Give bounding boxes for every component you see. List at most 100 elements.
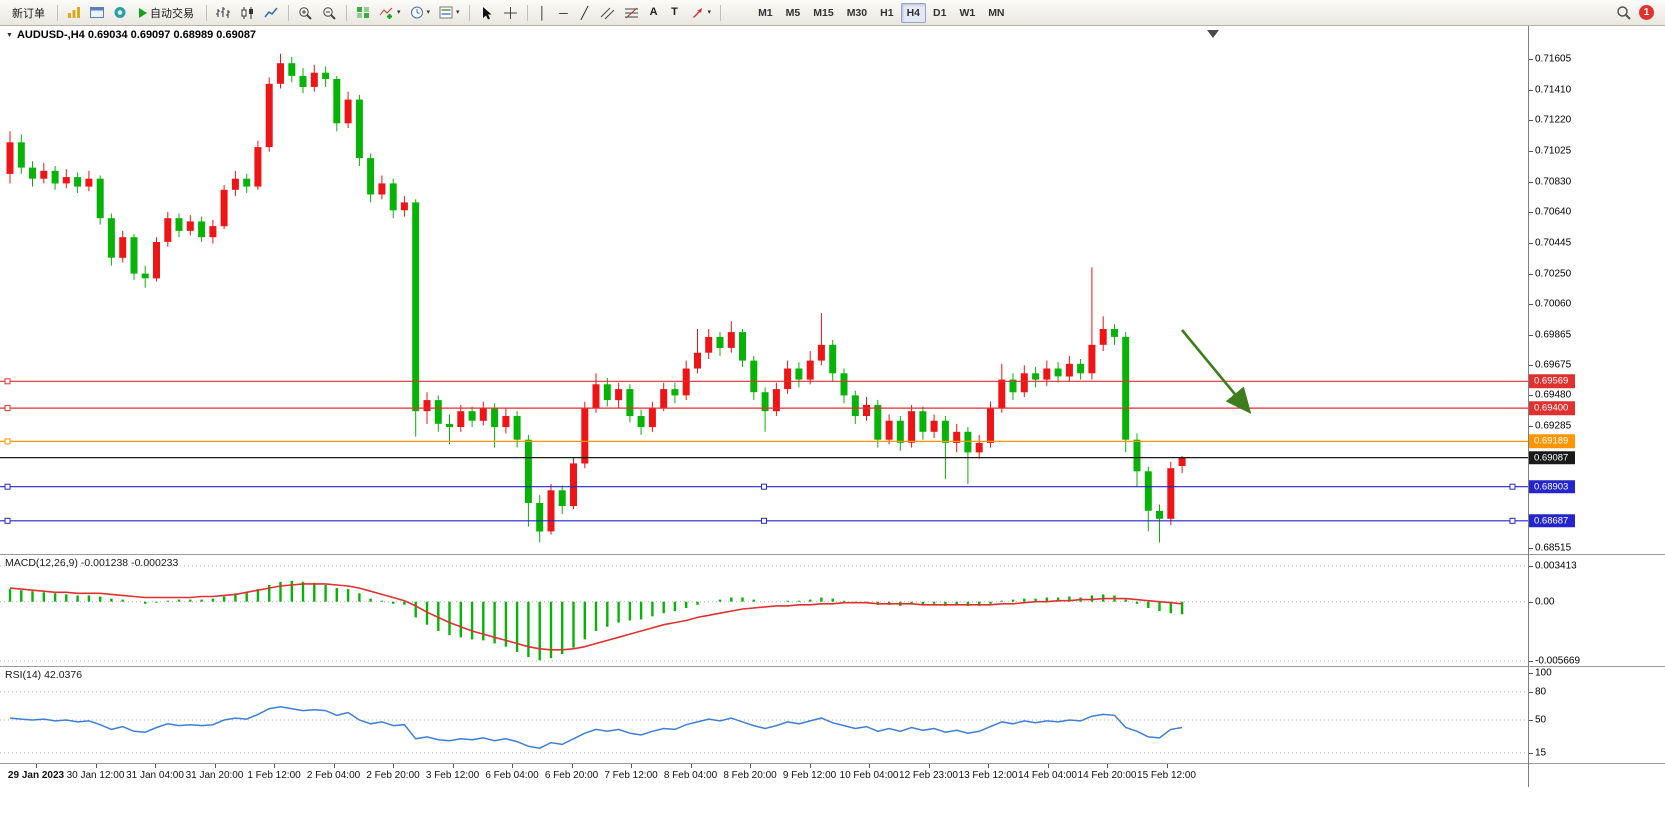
hline-handle-left[interactable] — [4, 438, 11, 445]
symbol-dropdown-icon[interactable]: ▼ — [6, 31, 13, 39]
time-axis-label: 14 Feb 04:00 — [1018, 770, 1077, 781]
chart-window: ▼ AUDUSD-,H4 0.69034 0.69097 0.68989 0.6… — [0, 26, 1665, 838]
price-axis-label: 0.71410 — [1535, 84, 1572, 96]
time-axis-tick — [571, 764, 573, 768]
cursor-icon[interactable] — [475, 3, 498, 23]
hline-handle-left[interactable] — [4, 517, 11, 524]
timeframe-button-h4[interactable]: H4 — [900, 2, 926, 23]
price-badge-0.68903: 0.68903 — [1529, 479, 1575, 494]
main-chart-pane[interactable]: ▼ AUDUSD-,H4 0.69034 0.69097 0.68989 0.6… — [0, 26, 1665, 554]
charts-grid-icon[interactable] — [63, 3, 85, 23]
time-axis-tick — [274, 764, 275, 768]
candlestick-chart[interactable] — [0, 26, 1528, 554]
time-axis-label: 12 Feb 23:00 — [899, 770, 958, 781]
fibonacci-tool-icon[interactable] — [620, 3, 643, 23]
timeframe-button-m30[interactable]: M30 — [846, 6, 868, 19]
price-axis-label: 0.70250 — [1535, 268, 1572, 280]
templates-icon[interactable]: ▾ — [435, 3, 464, 23]
rsi-axis-label: 80 — [1535, 686, 1547, 698]
chart-shift-marker[interactable] — [1207, 30, 1219, 38]
horizontal-line-tool-icon[interactable]: ─ — [559, 5, 568, 20]
hline-handle-left[interactable] — [4, 405, 11, 412]
time-axis-tick — [333, 764, 335, 768]
time-axis-label: 15 Feb 12:00 — [1137, 770, 1196, 781]
timeframe-button-m15[interactable]: M15 — [813, 6, 834, 19]
rsi-label: RSI(14) 42.0376 — [5, 669, 83, 681]
hline-handle-right[interactable] — [1509, 517, 1516, 524]
time-axis-label: 30 Jan 12:00 — [66, 770, 125, 781]
price-axis-tick — [1529, 303, 1533, 305]
channel-tool-icon[interactable] — [596, 3, 619, 23]
chevron-down-icon: ▾ — [456, 9, 460, 16]
time-axis-tick — [928, 764, 930, 768]
rsi-pane[interactable]: RSI(14) 42.0376 100 80 50 15 — [0, 666, 1665, 763]
time-axis[interactable]: 29 Jan 2023 30 Jan 12:00 31 Jan 04:00 31 Ja… — [0, 763, 1665, 787]
notification-badge[interactable]: 1 — [1639, 5, 1654, 20]
time-axis-label: 6 Feb 20:00 — [544, 770, 599, 781]
line-chart-icon[interactable] — [260, 3, 283, 23]
toolbar-separator — [206, 4, 207, 21]
rsi-axis-label: 100 — [1535, 667, 1552, 679]
symbol-ohlc-text: AUDUSD-,H4 0.69034 0.69097 0.68989 0.690… — [16, 29, 257, 41]
time-axis-tick — [214, 764, 216, 768]
price-axis-label: 0.70060 — [1535, 298, 1572, 310]
hline-handle-center[interactable] — [761, 517, 767, 524]
time-axis-tick — [631, 764, 632, 768]
rsi-scale: 100 80 50 15 — [1529, 667, 1665, 763]
macd-pane[interactable]: MACD(12,26,9) -0.001238 -0.000233 0.0034… — [0, 554, 1665, 667]
hline-handle-left[interactable] — [4, 378, 11, 385]
text-tool-icon[interactable]: A — [649, 6, 658, 18]
arrows-tool-icon[interactable]: ▾ — [686, 3, 716, 23]
macd-axis-label: -0.005669 — [1535, 655, 1581, 667]
toolbar-separator — [346, 4, 347, 21]
hline-handle-left[interactable] — [4, 483, 11, 490]
crosshair-icon[interactable] — [499, 3, 522, 23]
zoom-in-icon[interactable] — [294, 3, 317, 23]
macd-axis-tick — [1529, 661, 1533, 662]
time-axis-label: 2 Feb 04:00 — [306, 770, 361, 781]
hline-handle-center[interactable] — [761, 483, 767, 490]
market-watch-icon[interactable] — [86, 3, 108, 23]
trend-arrow-annotation[interactable] — [1180, 329, 1252, 415]
time-axis-tick — [1166, 764, 1168, 768]
price-axis-tick — [1529, 181, 1533, 183]
search-icon[interactable] — [1612, 3, 1636, 23]
chevron-down-icon: ▾ — [707, 9, 712, 16]
hline-handle-right[interactable] — [1509, 483, 1516, 490]
price-axis-label: 0.70640 — [1535, 206, 1572, 218]
periods-icon[interactable]: ▾ — [406, 3, 435, 23]
trendline-tool-icon[interactable]: ╱ — [580, 5, 589, 20]
timeframe-button-w1[interactable]: W1 — [959, 6, 976, 19]
timeframe-button-m5[interactable]: M5 — [785, 6, 801, 19]
chevron-down-icon: ▾ — [426, 9, 431, 16]
time-axis-label: 8 Feb 04:00 — [663, 770, 718, 781]
vertical-line-tool-icon[interactable]: │ — [538, 5, 547, 20]
rsi-chart[interactable] — [0, 667, 1528, 763]
bar-chart-icon[interactable] — [212, 3, 235, 23]
candlestick-chart-icon[interactable] — [236, 3, 259, 23]
price-axis-label: 0.71025 — [1535, 145, 1572, 157]
price-badge-0.69189: 0.69189 — [1529, 434, 1575, 449]
tile-windows-icon[interactable] — [352, 3, 374, 23]
price-axis-tick — [1529, 242, 1533, 244]
macd-signal-line — [9, 583, 1183, 651]
zoom-out-icon[interactable] — [318, 3, 341, 23]
macd-axis-tick — [1529, 601, 1533, 603]
macd-chart[interactable] — [0, 555, 1528, 666]
toolbar-separator — [468, 4, 470, 21]
price-axis-label: 0.70445 — [1535, 237, 1572, 249]
label-tool-icon[interactable]: T — [671, 6, 678, 18]
time-axis-tick — [869, 764, 870, 768]
timeframe-button-d1[interactable]: D1 — [933, 6, 947, 19]
timeframe-button-h1[interactable]: H1 — [880, 6, 894, 19]
new-order-button[interactable]: 新订单 — [5, 3, 52, 23]
time-axis-label: 13 Feb 12:00 — [958, 770, 1018, 781]
time-axis-tick — [393, 764, 394, 768]
timeframe-toolbar: M1 M5 M15 M30 H1 H4 D1 W1 MN — [752, 2, 1010, 23]
timeframe-button-mn[interactable]: MN — [988, 6, 1005, 19]
indicators-icon[interactable]: ▾ — [375, 3, 405, 23]
navigator-icon[interactable] — [109, 3, 131, 23]
price-scale[interactable]: 0.71605 0.71410 0.71220 0.71025 0.70830 0.706… — [1529, 26, 1665, 554]
timeframe-button-m1[interactable]: M1 — [758, 6, 773, 19]
autotrade-button[interactable]: 自动交易 — [132, 3, 201, 23]
